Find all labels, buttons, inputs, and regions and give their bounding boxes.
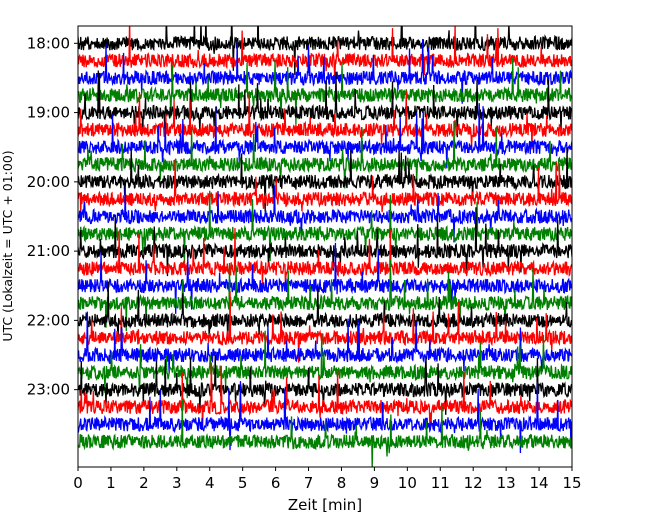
trace-1900 (78, 70, 572, 138)
x-tick-label: 1 (106, 474, 116, 492)
trace-1830 (78, 38, 572, 104)
trace-2115 (78, 228, 572, 289)
y-tick-label: 19:00 (27, 104, 70, 122)
x-tick-label: 5 (238, 474, 248, 492)
plot-frame (77, 25, 573, 468)
trace-2145 (78, 259, 572, 332)
trace-2030 (78, 185, 572, 243)
y-axis-label: UTC (Lokalzeit = UTC + 01:00) (0, 150, 15, 341)
trace-1815 (78, 26, 572, 80)
y-tick-label: 21:00 (27, 242, 70, 260)
trace-2045 (78, 190, 572, 264)
trace-1915 (78, 90, 572, 150)
trace-group (78, 26, 572, 467)
trace-2245 (78, 330, 572, 399)
x-tick-label: 15 (562, 474, 581, 492)
trace-2015 (78, 159, 572, 216)
x-tick-label: 7 (304, 474, 314, 492)
trace-2100 (78, 207, 572, 277)
x-tick-label: 2 (139, 474, 149, 492)
x-tick-label: 6 (271, 474, 281, 492)
trace-1845 (78, 58, 572, 125)
x-tick-label: 12 (464, 474, 483, 492)
x-axis-label: Zeit [min] (288, 496, 362, 514)
x-tick-label: 3 (172, 474, 182, 492)
x-tick-label: 13 (497, 474, 516, 492)
trace-2230 (78, 311, 572, 374)
trace-2345 (78, 399, 572, 467)
trace-1800 (78, 26, 572, 75)
x-tick-label: 10 (398, 474, 417, 492)
x-tick-label: 9 (370, 474, 380, 492)
x-tick-label: 14 (530, 474, 549, 492)
trace-2200 (78, 281, 572, 342)
y-tick-label: 23:00 (27, 381, 70, 399)
x-tick-label: 0 (73, 474, 83, 492)
x-axis: 0 1 2 3 4 5 6 7 8 9 10 11 12 13 14 15 (73, 467, 582, 492)
y-tick-label: 20:00 (27, 173, 70, 191)
trace-2215 (78, 291, 572, 363)
y-tick-label: 22:00 (27, 311, 70, 329)
trace-2000 (78, 146, 572, 212)
y-axis: 18:00 19:00 20:00 21:00 22:00 23:00 (27, 34, 78, 399)
x-tick-label: 11 (431, 474, 450, 492)
y-tick-label: 18:00 (27, 34, 70, 52)
trace-1930 (78, 103, 572, 169)
x-tick-label: 4 (205, 474, 215, 492)
trace-2130 (78, 242, 572, 314)
x-tick-label: 8 (337, 474, 347, 492)
trace-1945 (78, 121, 572, 189)
